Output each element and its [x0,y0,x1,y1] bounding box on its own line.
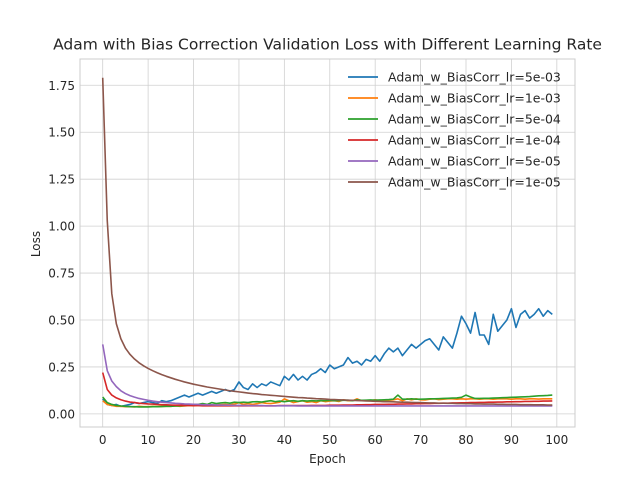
y-tick-label: 1.00 [48,220,75,234]
x-axis-label: Epoch [309,452,346,466]
chart-title: Adam with Bias Correction Validation Los… [53,36,602,54]
x-tick-label: 20 [186,433,201,447]
x-tick-label: 30 [231,433,246,447]
series-lines [101,77,553,408]
x-tick-label: 0 [99,433,107,447]
y-tick-label: 0.50 [48,313,75,327]
x-tick-label: 100 [545,433,568,447]
y-tick-label: 1.75 [48,79,75,93]
y-axis-label: Loss [29,231,43,257]
legend-label-4: Adam_w_BiasCorr_lr=1e-04 [388,133,561,148]
y-tick-label: 0.00 [48,407,75,421]
x-axis-ticks: 0 10 20 30 40 50 60 70 80 90 100 [99,433,568,447]
grid-lines [80,59,575,427]
plot-frame [79,58,576,428]
x-tick-label: 40 [277,433,292,447]
legend: Adam_w_BiasCorr_lr=5e-03 Adam_w_BiasCorr_… [348,70,561,190]
series-line-5 [101,344,553,407]
x-tick-label: 60 [368,433,383,447]
y-tick-label: 1.50 [48,126,75,140]
x-tick-label: 10 [140,433,155,447]
series-line-1 [102,307,553,408]
x-tick-label: 50 [322,433,337,447]
legend-label-1: Adam_w_BiasCorr_lr=5e-03 [388,70,561,85]
x-tick-label: 70 [413,433,428,447]
x-tick-label: 80 [458,433,473,447]
legend-label-3: Adam_w_BiasCorr_lr=5e-04 [388,112,561,127]
series-line-6 [101,77,553,406]
y-axis-ticks: 0.00 0.25 0.50 0.75 1.00 1.25 1.50 1.75 [48,79,75,422]
y-tick-label: 0.25 [48,360,75,374]
y-tick-label: 0.75 [48,267,75,281]
legend-label-2: Adam_w_BiasCorr_lr=1e-03 [388,91,561,106]
y-tick-label: 1.25 [48,173,75,187]
legend-label-6: Adam_w_BiasCorr_lr=1e-05 [388,175,561,190]
legend-label-5: Adam_w_BiasCorr_lr=5e-05 [388,154,561,169]
x-tick-label: 90 [504,433,519,447]
